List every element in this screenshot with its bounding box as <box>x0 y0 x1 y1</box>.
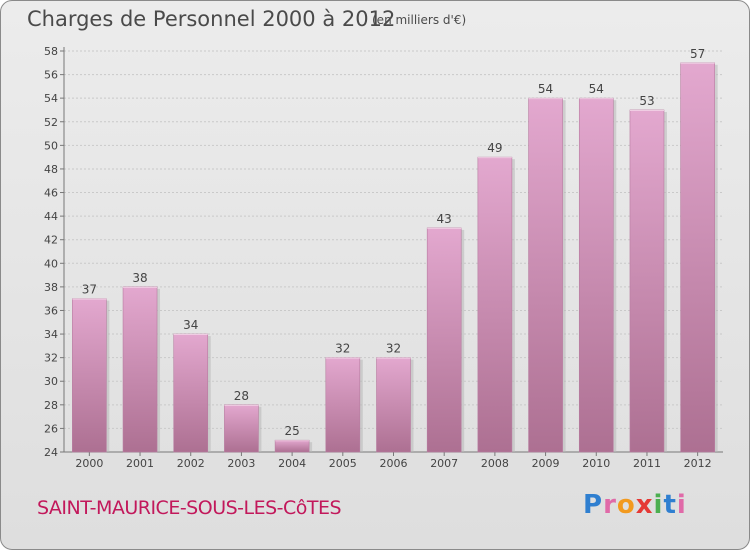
x-tick-label: 2009 <box>532 457 560 470</box>
x-tick-label: 2010 <box>582 457 610 470</box>
x-tick-label: 2007 <box>430 457 458 470</box>
bar <box>426 227 462 453</box>
logo-letter: i <box>676 490 687 520</box>
y-tick-label: 36 <box>44 304 58 317</box>
y-tick-label: 44 <box>44 210 58 223</box>
y-tick-label: 24 <box>44 446 58 459</box>
logo-letter: o <box>616 490 636 520</box>
bar <box>224 404 259 453</box>
x-tick-label: 2011 <box>633 457 661 470</box>
y-tick-label: 58 <box>44 45 58 58</box>
logo-letter: i <box>653 490 664 520</box>
data-label: 43 <box>437 212 452 226</box>
x-tick-label: 2012 <box>684 457 712 470</box>
data-label: 54 <box>538 82 553 96</box>
y-tick-label: 52 <box>44 116 58 129</box>
y-tick-label: 40 <box>44 257 58 270</box>
y-tick-label: 28 <box>44 399 58 412</box>
chart-title: Charges de Personnel 2000 à 2012 <box>27 7 396 31</box>
chart-subtitle: (en milliers d'€) <box>372 13 467 27</box>
y-tick-label: 26 <box>44 422 58 435</box>
y-tick-label: 46 <box>44 187 58 200</box>
y-tick-label: 56 <box>44 69 58 82</box>
data-label: 28 <box>234 389 249 403</box>
data-label: 32 <box>386 342 401 356</box>
y-tick-label: 54 <box>44 92 58 105</box>
x-tick-label: 2002 <box>177 457 205 470</box>
data-label: 38 <box>132 271 147 285</box>
data-label: 54 <box>589 82 604 96</box>
logo-letter: x <box>635 490 654 520</box>
bar <box>578 97 614 453</box>
bar <box>173 333 209 453</box>
y-tick-label: 50 <box>44 139 58 152</box>
data-label: 32 <box>335 342 350 356</box>
data-label: 34 <box>183 318 198 332</box>
bar <box>477 156 513 453</box>
y-tick-label: 30 <box>44 375 58 388</box>
bar <box>680 62 715 453</box>
x-tick-label: 2000 <box>75 457 103 470</box>
y-tick-label: 34 <box>44 328 58 341</box>
bar <box>274 439 310 453</box>
logo-letter: r <box>603 490 617 520</box>
y-tick-label: 38 <box>44 281 58 294</box>
y-tick-label: 42 <box>44 234 58 247</box>
x-tick-label: 2004 <box>278 457 306 470</box>
data-label: 37 <box>82 283 97 297</box>
logo-letter: P <box>583 490 604 520</box>
data-label: 57 <box>690 47 705 61</box>
x-tick-label: 2006 <box>380 457 408 470</box>
bars <box>72 62 718 453</box>
data-label: 25 <box>284 424 299 438</box>
data-label: 49 <box>487 141 502 155</box>
bar <box>629 109 665 453</box>
bar <box>376 357 411 453</box>
bar <box>528 97 563 453</box>
x-tick-label: 2008 <box>481 457 509 470</box>
x-tick-label: 2005 <box>329 457 357 470</box>
bar <box>72 298 107 453</box>
data-label: 53 <box>639 94 654 108</box>
logo-letter: t <box>663 490 677 520</box>
bar <box>325 357 361 453</box>
proxiti-logo[interactable]: Proxiti <box>583 490 687 520</box>
x-tick-label: 2003 <box>227 457 255 470</box>
data-labels: 37 38 34 28 25 32 32 43 49 54 54 53 57 <box>82 47 706 438</box>
y-tick-label: 48 <box>44 163 58 176</box>
bar <box>122 286 158 453</box>
location-name: SAINT-MAURICE-SOUS-LES-CôTES <box>37 497 342 519</box>
x-tick-label: 2001 <box>126 457 154 470</box>
y-tick-label: 32 <box>44 352 58 365</box>
